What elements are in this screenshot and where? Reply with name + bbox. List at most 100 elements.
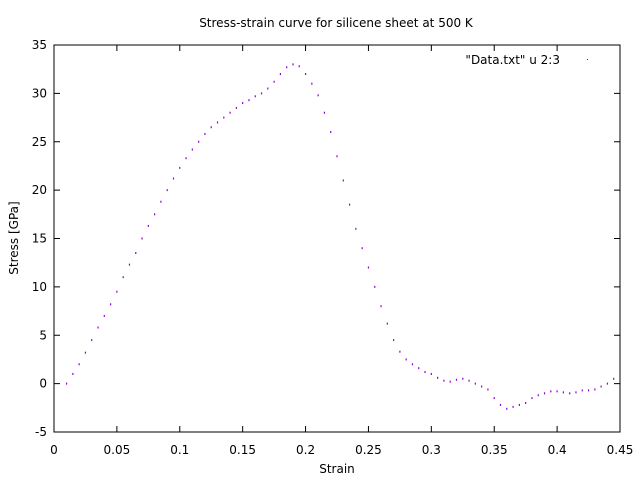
data-point <box>154 213 156 216</box>
data-point <box>336 155 338 158</box>
data-point <box>361 247 363 250</box>
x-tick-label: 0.45 <box>607 443 634 457</box>
data-point <box>223 116 225 119</box>
data-point <box>317 94 319 97</box>
data-point <box>116 290 118 293</box>
data-point <box>254 95 256 98</box>
data-point <box>613 377 615 380</box>
y-tick-label: 25 <box>32 135 47 149</box>
data-point <box>216 121 219 124</box>
data-point <box>172 177 175 180</box>
data-point <box>418 367 420 370</box>
data-point <box>386 322 388 325</box>
data-point <box>78 363 80 366</box>
x-tick-label: 0.15 <box>229 443 256 457</box>
data-point <box>204 133 206 136</box>
data-point <box>198 140 200 143</box>
x-tick-label: 0.3 <box>422 443 441 457</box>
data-point <box>594 388 596 391</box>
x-tick-label: 0.2 <box>296 443 315 457</box>
data-point <box>110 303 112 306</box>
data-point <box>65 382 68 385</box>
data-series-points <box>65 63 615 410</box>
data-point <box>430 372 432 375</box>
data-point <box>242 102 244 105</box>
data-point <box>424 371 426 374</box>
data-point <box>531 397 533 400</box>
x-tick-label: 0.05 <box>104 443 131 457</box>
x-axis-label: Strain <box>319 462 355 476</box>
data-point <box>462 377 464 380</box>
data-point <box>160 200 162 203</box>
data-point <box>393 339 395 342</box>
data-point <box>279 73 281 76</box>
data-point <box>166 189 168 192</box>
data-point <box>374 285 376 288</box>
data-point <box>468 379 470 382</box>
data-point <box>191 148 193 151</box>
y-tick-label: 0 <box>39 377 47 391</box>
axis-ticks: 0 0.05 0.1 0.15 0.2 0.25 0.3 0.35 0.4 0.45-505101… <box>32 38 634 457</box>
data-point <box>449 380 451 383</box>
data-point <box>581 389 583 392</box>
data-point <box>179 166 181 169</box>
x-tick-label: 0.35 <box>481 443 508 457</box>
data-point <box>493 397 495 400</box>
y-tick-label: 30 <box>32 86 47 100</box>
data-point <box>556 390 558 393</box>
data-point <box>443 379 445 382</box>
data-point <box>355 227 357 230</box>
y-tick-label: 20 <box>32 183 47 197</box>
y-tick-label: -5 <box>35 425 47 439</box>
x-tick-label: 0.1 <box>170 443 189 457</box>
data-point <box>411 363 414 366</box>
data-point <box>587 389 590 392</box>
data-point <box>147 224 149 227</box>
data-point <box>91 339 93 342</box>
y-tick-label: 5 <box>39 328 47 342</box>
data-point <box>348 203 351 206</box>
data-point <box>437 376 439 379</box>
data-point <box>518 403 520 406</box>
legend-marker <box>587 59 588 60</box>
x-tick-label: 0 <box>50 443 58 457</box>
legend-label: "Data.txt" u 2:3 <box>465 53 560 67</box>
data-point <box>72 372 74 375</box>
data-point <box>141 237 143 240</box>
data-point <box>543 392 546 395</box>
data-point <box>229 111 231 114</box>
data-point <box>267 87 269 90</box>
data-point <box>311 82 313 85</box>
y-axis-label: Stress [GPa] <box>7 201 21 274</box>
data-point <box>487 388 489 391</box>
data-point <box>575 391 577 394</box>
data-point <box>128 263 131 266</box>
data-point <box>537 394 539 397</box>
data-point <box>185 157 187 160</box>
data-point <box>512 405 514 408</box>
data-point <box>260 92 263 95</box>
data-point <box>292 63 294 66</box>
data-point <box>235 106 237 109</box>
data-point <box>525 401 527 404</box>
data-point <box>210 126 212 129</box>
data-point <box>367 266 370 269</box>
data-point <box>122 276 124 279</box>
y-tick-label: 10 <box>32 280 47 294</box>
data-point <box>569 392 571 395</box>
data-point <box>562 391 564 394</box>
plot-frame <box>53 44 621 433</box>
y-tick-label: 35 <box>32 38 47 52</box>
data-point <box>606 382 609 385</box>
data-point <box>506 407 508 410</box>
data-point <box>135 252 137 255</box>
data-point <box>600 385 602 388</box>
data-point <box>84 351 87 354</box>
data-point <box>323 111 326 114</box>
chart-title: Stress-strain curve for silicene sheet a… <box>199 16 474 30</box>
data-point <box>330 131 332 134</box>
data-point <box>499 403 502 406</box>
data-point <box>474 382 476 385</box>
